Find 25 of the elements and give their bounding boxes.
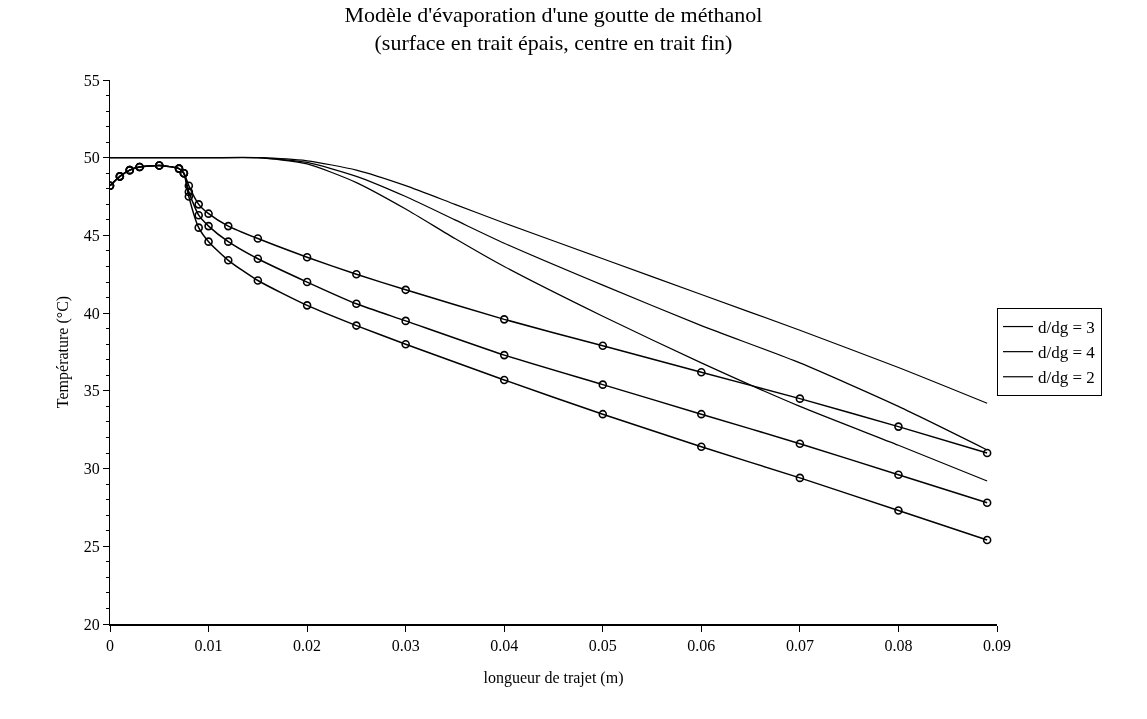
y-tick-label: 20 [83,615,100,633]
y-tick-label: 30 [83,460,100,478]
y-tick-label: 40 [83,304,100,322]
x-tick-label: 0.07 [785,636,814,654]
y-tick-label: 35 [83,382,100,400]
y-tick-label: 45 [83,227,100,245]
x-tick-label: 0.04 [490,636,519,654]
x-tick-label: 0 [106,636,114,654]
x-tick-label: 0.08 [884,636,913,654]
y-tick-label: 50 [83,149,100,167]
x-tick-label: 0.09 [983,636,1011,654]
x-tick-label: 0.05 [588,636,617,654]
y-axis-title: Température (°C) [54,295,72,409]
y-tick-label: 55 [83,71,100,89]
x-axis-title: longueur de trajet (m) [483,668,624,687]
chart-subtitle: (surface en trait épais, centre en trait fin) [374,30,733,56]
legend-label: d/dg = 4 [1038,343,1096,363]
x-tick-label: 0.03 [391,636,420,654]
x-tick-label: 0.01 [194,636,223,654]
y-tick-label: 25 [83,537,100,555]
x-tick-label: 0.02 [293,636,322,654]
legend-label: d/dg = 3 [1038,318,1095,338]
legend-label: d/dg = 2 [1038,368,1095,388]
x-tick-label: 0.06 [687,636,716,654]
chart-title: Modèle d'évaporation d'une goutte de méthanol [344,1,763,27]
